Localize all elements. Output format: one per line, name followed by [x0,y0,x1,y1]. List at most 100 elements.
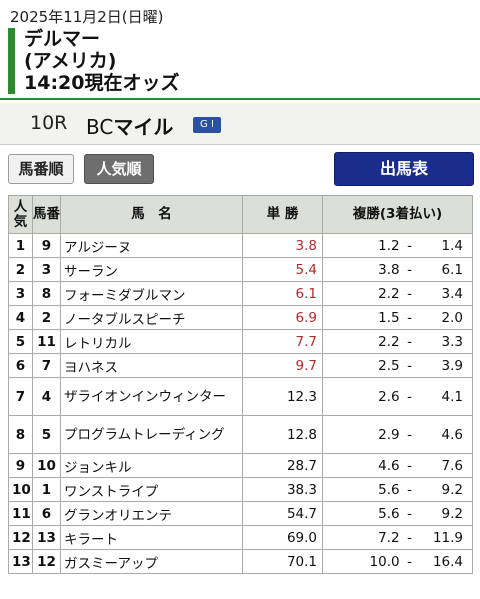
horse-number: 8 [32,281,61,306]
horse-name[interactable]: ザライオンインウィンター [60,377,243,416]
popularity-rank: 4 [8,305,33,330]
win-odds: 6.1 [242,281,323,306]
table-row[interactable]: 7 4 ザライオンインウィンター 12.3 2.6- 4.1 [8,377,473,416]
horse-name[interactable]: プログラムトレーディング [60,415,243,454]
place-odds-low: 2.5 [378,357,400,374]
place-odds-high: 3.3 [441,333,463,350]
horse-name[interactable]: グランオリエンテ [60,501,243,526]
page-header: 2025年11月2日(日曜) デルマー (アメリカ) 14:20現在オッズ [0,0,480,100]
place-odds-low: 2.2 [378,285,400,302]
place-odds-low: 2.2 [378,333,400,350]
horse-name[interactable]: ジョンキル [60,453,243,478]
odds-timestamp: 14:20現在オッズ [24,72,180,94]
place-odds-high: 1.4 [441,237,463,254]
place-odds-high: 4.1 [441,388,463,405]
table-row[interactable]: 4 2 ノータブルスピーチ 6.9 1.5- 2.0 [8,305,473,330]
place-odds-high: 4.6 [441,426,463,443]
place-odds: 4.6- 7.6 [322,453,473,478]
horse-name[interactable]: キラート [60,525,243,550]
horse-name[interactable]: ヨハネス [60,353,243,378]
header-accent-bar [8,28,15,94]
place-odds-high: 16.4 [432,553,463,570]
race-number: 10R [30,112,68,134]
table-row[interactable]: 11 6 グランオリエンテ 54.7 5.6- 9.2 [8,501,473,526]
sort-by-number-button[interactable]: 馬番順 [8,154,74,184]
place-odds-low: 10.0 [369,553,400,570]
place-odds-separator: - [407,529,412,546]
popularity-rank: 9 [8,453,33,478]
table-row[interactable]: 12 13 キラート 69.0 7.2- 11.9 [8,525,473,550]
popularity-rank: 8 [8,415,33,454]
horse-number: 9 [32,233,61,258]
place-odds: 2.5- 3.9 [322,353,473,378]
popularity-rank: 10 [8,477,33,502]
horse-number: 10 [32,453,61,478]
horse-number: 12 [32,549,61,574]
place-odds-low: 2.6 [378,388,400,405]
horse-number: 7 [32,353,61,378]
table-row[interactable]: 5 11 レトリカル 7.7 2.2- 3.3 [8,329,473,354]
popularity-rank: 1 [8,233,33,258]
sort-by-popularity-button[interactable]: 人気順 [84,154,154,184]
table-row[interactable]: 3 8 フォーミダブルマン 6.1 2.2- 3.4 [8,281,473,306]
place-odds-low: 7.2 [378,529,400,546]
place-odds: 2.2- 3.3 [322,329,473,354]
horse-name[interactable]: フォーミダブルマン [60,281,243,306]
place-odds-separator: - [407,357,412,374]
table-row[interactable]: 2 3 サーラン 5.4 3.8- 6.1 [8,257,473,282]
place-odds-high: 11.9 [432,529,463,546]
place-odds-separator: - [407,309,412,326]
horse-name[interactable]: ノータブルスピーチ [60,305,243,330]
header-place-odds: 複勝(3着払い) [322,195,473,234]
win-odds: 54.7 [242,501,323,526]
place-odds: 2.9- 4.6 [322,415,473,454]
table-row[interactable]: 10 1 ワンストライプ 38.3 5.6- 9.2 [8,477,473,502]
horse-name[interactable]: アルジーヌ [60,233,243,258]
horse-number: 2 [32,305,61,330]
place-odds-separator: - [407,481,412,498]
place-odds: 7.2- 11.9 [322,525,473,550]
place-odds-low: 4.6 [378,457,400,474]
place-odds: 5.6- 9.2 [322,501,473,526]
table-row[interactable]: 8 5 プログラムトレーディング 12.8 2.9- 4.6 [8,415,473,454]
horse-number: 11 [32,329,61,354]
win-odds: 12.3 [242,377,323,416]
horse-name[interactable]: レトリカル [60,329,243,354]
odds-table-header: 人気 馬番 馬 名 単 勝 複勝(3着払い) [8,195,473,234]
horse-number: 1 [32,477,61,502]
popularity-rank: 7 [8,377,33,416]
table-row[interactable]: 6 7 ヨハネス 9.7 2.5- 3.9 [8,353,473,378]
horse-name[interactable]: ワンストライプ [60,477,243,502]
popularity-rank: 5 [8,329,33,354]
win-odds: 9.7 [242,353,323,378]
table-row[interactable]: 9 10 ジョンキル 28.7 4.6- 7.6 [8,453,473,478]
place-odds-low: 3.8 [378,261,400,278]
win-odds: 5.4 [242,257,323,282]
table-row[interactable]: 13 12 ガスミーアップ 70.1 10.0- 16.4 [8,549,473,574]
place-odds-separator: - [407,261,412,278]
popularity-rank: 13 [8,549,33,574]
place-odds-high: 2.0 [441,309,463,326]
popularity-rank: 6 [8,353,33,378]
place-odds: 2.6- 4.1 [322,377,473,416]
place-odds-separator: - [407,285,412,302]
place-odds-separator: - [407,333,412,350]
popularity-rank: 11 [8,501,33,526]
popularity-rank: 3 [8,281,33,306]
place-odds: 3.8- 6.1 [322,257,473,282]
race-card-button[interactable]: 出馬表 [334,152,474,186]
win-odds: 69.0 [242,525,323,550]
place-odds-high: 3.4 [441,285,463,302]
horse-name[interactable]: ガスミーアップ [60,549,243,574]
race-name: BCマイル [86,111,173,140]
place-odds: 5.6- 9.2 [322,477,473,502]
venue-name: デルマー [24,28,101,50]
win-odds: 38.3 [242,477,323,502]
horse-number: 4 [32,377,61,416]
place-odds-separator: - [407,426,412,443]
win-odds: 7.7 [242,329,323,354]
place-odds-high: 7.6 [441,457,463,474]
horse-number: 13 [32,525,61,550]
horse-name[interactable]: サーラン [60,257,243,282]
table-row[interactable]: 1 9 アルジーヌ 3.8 1.2- 1.4 [8,233,473,258]
